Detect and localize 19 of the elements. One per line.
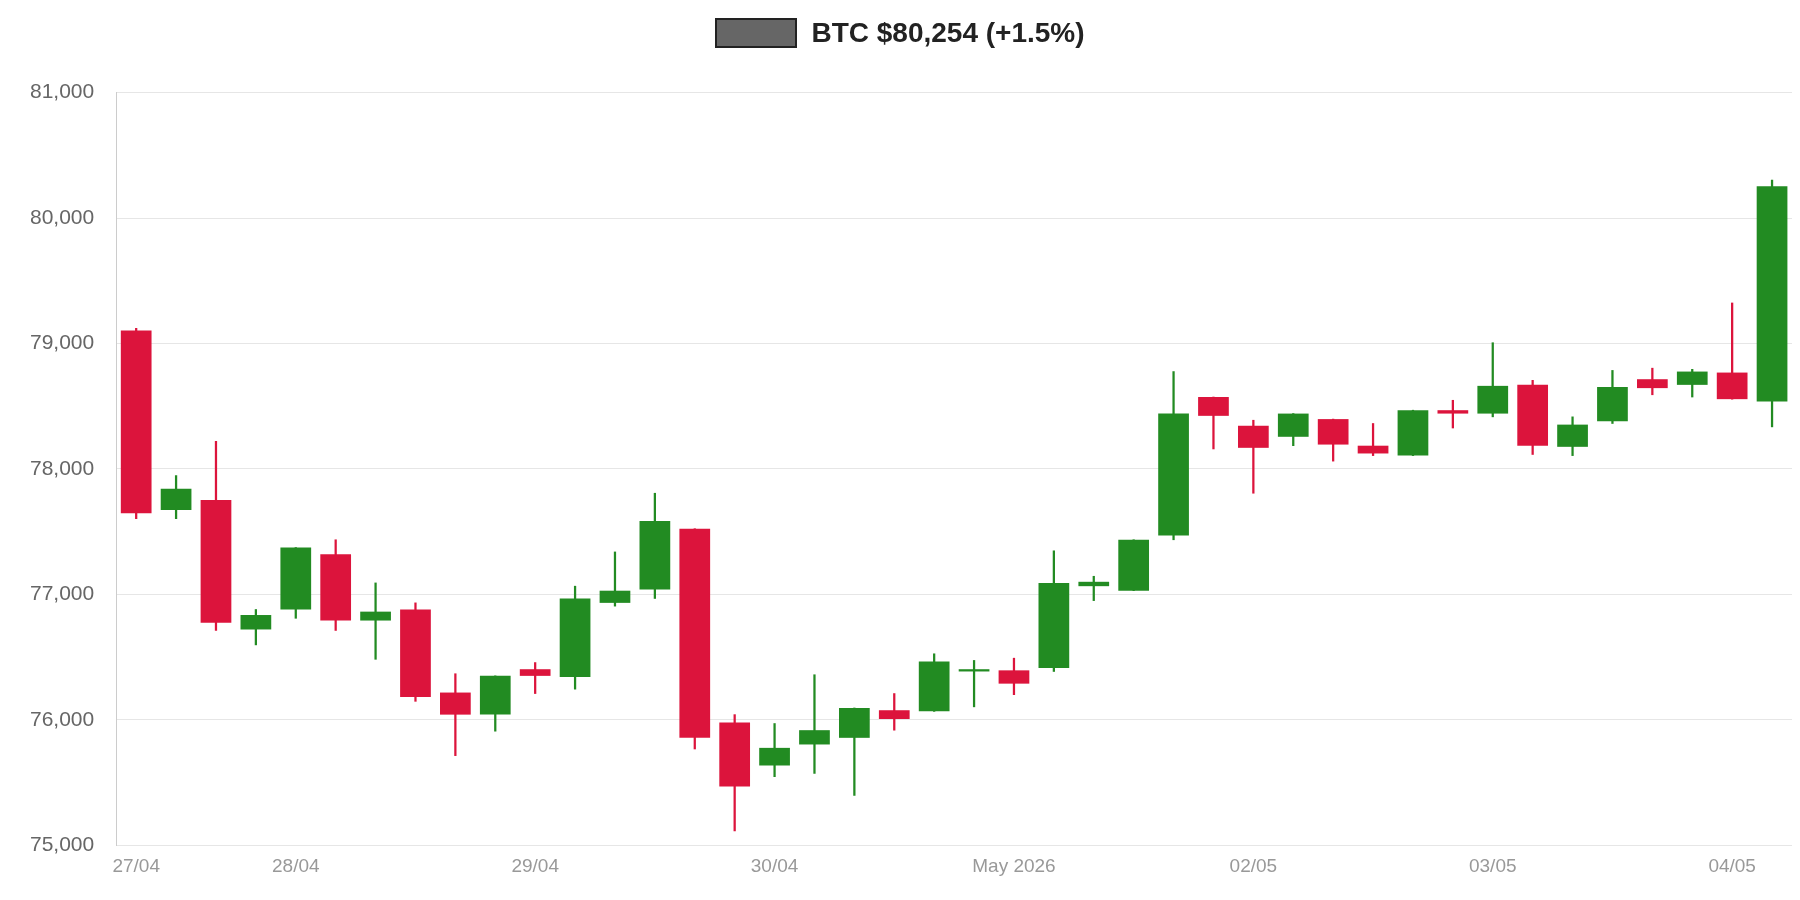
y-tick-label: 78,000: [30, 455, 95, 479]
candlestick: [360, 582, 391, 660]
x-tick-label: 29/04: [511, 854, 560, 876]
candlestick: [799, 674, 830, 774]
y-tick-label: 81,000: [30, 79, 95, 103]
y-tick-label: 75,000: [30, 832, 95, 855]
x-tick-label: May 2026: [972, 854, 1056, 876]
x-tick-label: 03/05: [1468, 854, 1517, 876]
x-tick-label: 04/05: [1708, 854, 1756, 876]
x-tick-label: 27/04: [112, 854, 161, 876]
x-tick-label: 02/05: [1229, 854, 1278, 876]
x-tick-label: 28/04: [272, 854, 320, 876]
y-tick-label: 80,000: [30, 204, 95, 228]
text: BTC $80,254 (+1.5%): [811, 17, 1085, 49]
candlestick: [440, 673, 471, 756]
x-tick-label: 30/04: [750, 854, 799, 876]
y-tick-label: 77,000: [30, 581, 95, 605]
y-tick-label: 79,000: [30, 330, 95, 354]
y-tick-label: 76,000: [30, 706, 95, 730]
